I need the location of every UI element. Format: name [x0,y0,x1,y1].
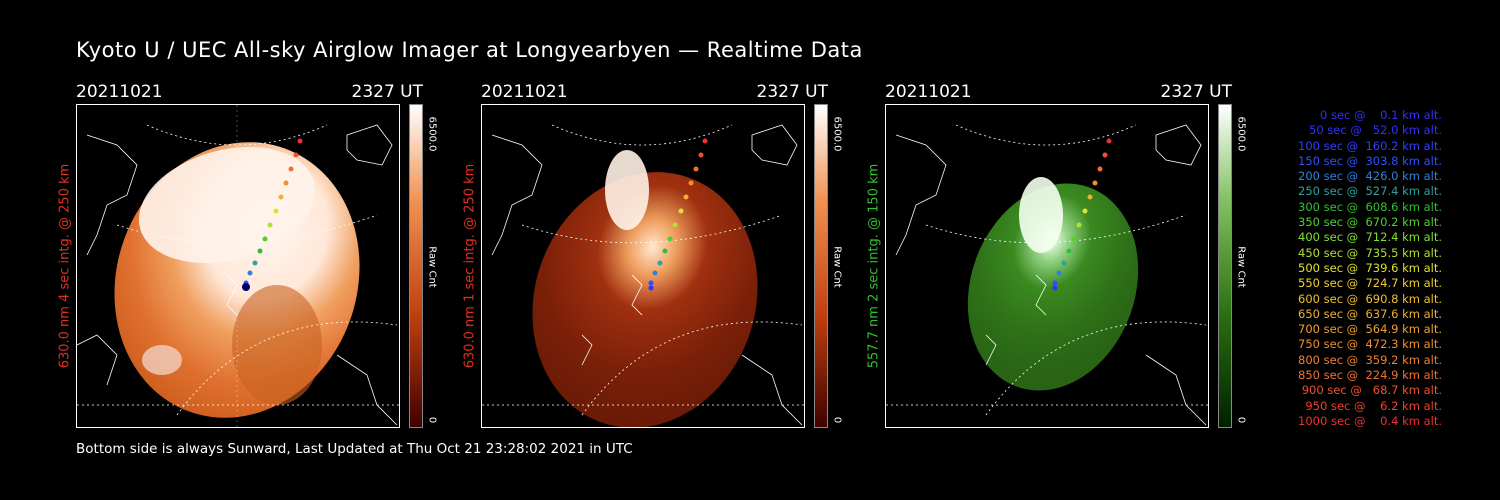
colorbar [1218,104,1232,428]
satellite-trajectory [1052,138,1112,291]
airglow-panel-1: 20211021 2327 UT [76,82,438,432]
legend-item: 250 sec @ 527.4 km alt. [1298,184,1442,199]
footer-status: Bottom side is always Sunward, Last Upda… [76,441,633,457]
legend-item: 300 sec @ 608.6 km alt. [1298,199,1442,214]
legend-item: 900 sec @ 68.7 km alt. [1301,383,1442,398]
colorbar-unit-label: Raw Cnt [831,246,843,288]
colorbar-min-label: 0 [831,416,843,424]
legend-item: 400 sec @ 712.4 km alt. [1298,230,1442,245]
satellite-trajectory [242,138,303,291]
airglow-image-630-4s[interactable] [76,104,400,428]
legend-item: 50 sec @ 52.0 km alt. [1309,123,1442,138]
colorbar-unit-label: Raw Cnt [426,246,438,288]
colorbar-min-label: 0 [426,416,438,424]
legend-item: 100 sec @ 160.2 km alt. [1298,138,1442,153]
panel-3-wavelength-label: 557.7 nm 2 sec intg. @ 150 km [866,163,882,369]
panel-2-wavelength-label: 630.0 nm 1 sec intg. @ 250 km [462,163,478,369]
panel-date: 20211021 [885,82,972,102]
legend-item: 800 sec @ 359.2 km alt. [1298,352,1442,367]
colorbar-max-label: 6500.0 [831,116,843,152]
colorbar [409,104,423,428]
colorbar-max-label: 6500.0 [426,116,438,152]
legend-item: 750 sec @ 472.3 km alt. [1298,337,1442,352]
legend-item: 200 sec @ 426.0 km alt. [1298,169,1442,184]
legend-item: 600 sec @ 690.8 km alt. [1298,291,1442,306]
legend-item: 700 sec @ 564.9 km alt. [1298,322,1442,337]
legend-item: 850 sec @ 224.9 km alt. [1298,368,1442,383]
legend-item: 950 sec @ 6.2 km alt. [1305,398,1442,413]
legend-item: 0 sec @ 0.1 km alt. [1319,108,1442,122]
colorbar-min-label: 0 [1235,416,1247,424]
airglow-image-630-1s[interactable] [481,104,805,428]
legend-item: 150 sec @ 303.8 km alt. [1298,153,1442,168]
legend-item: 450 sec @ 735.5 km alt. [1298,245,1442,260]
airglow-panel-3: 20211021 2327 UT [885,82,1247,432]
legend-item: 1000 sec @ 0.4 km alt. [1298,413,1442,428]
panel-time: 2327 UT [1160,82,1233,102]
legend-item: 500 sec @ 739.6 km alt. [1298,260,1442,275]
panel-date: 20211021 [76,82,163,102]
airglow-image-557-2s[interactable] [885,104,1209,428]
panel-date: 20211021 [481,82,568,102]
panel-time: 2327 UT [756,82,829,102]
satellite-trajectory [648,138,708,291]
legend-item: 550 sec @ 724.7 km alt. [1298,276,1442,291]
trajectory-legend: 0 sec @ 0.1 km alt. 50 sec @ 52.0 km alt… [1262,108,1442,429]
legend-item: 350 sec @ 670.2 km alt. [1298,215,1442,230]
panel-1-wavelength-label: 630.0 nm 4 sec intg. @ 250 km [57,163,73,369]
page-title: Kyoto U / UEC All-sky Airglow Imager at … [76,38,863,62]
colorbar-unit-label: Raw Cnt [1235,246,1247,288]
airglow-panel-2: 20211021 2327 UT [481,82,843,432]
panel-time: 2327 UT [351,82,424,102]
legend-item: 650 sec @ 637.6 km alt. [1298,306,1442,321]
colorbar [814,104,828,428]
colorbar-max-label: 6500.0 [1235,116,1247,152]
